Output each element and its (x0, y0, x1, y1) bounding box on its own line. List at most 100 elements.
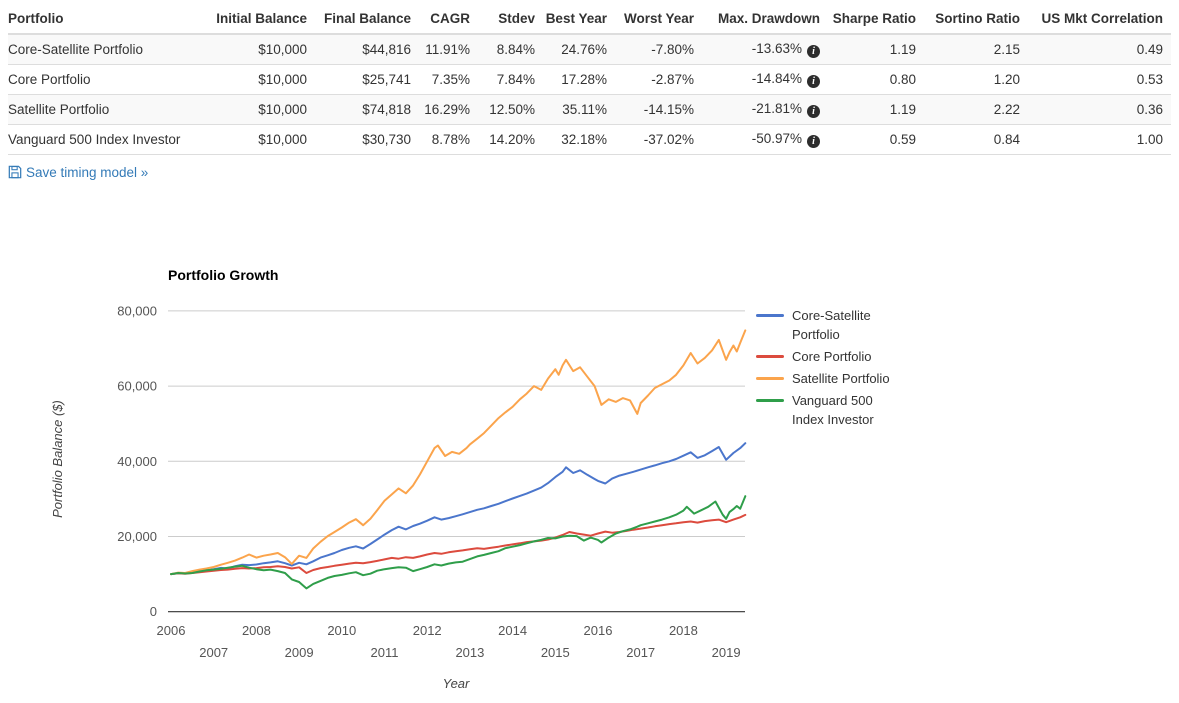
legend-item-vanguard-500-index-investor[interactable]: Vanguard 500 Index Investor (756, 391, 921, 429)
legend-item-core-portfolio[interactable]: Core Portfolio (756, 347, 921, 366)
table-cell: 1.19 (828, 94, 924, 125)
table-cell: -7.80% (615, 33, 702, 65)
table-cell: $74,818 (315, 94, 419, 125)
table-cell: -14.15% (615, 94, 702, 125)
x-tick-label: 2013 (455, 645, 484, 660)
table-cell: 0.36 (1028, 94, 1171, 125)
x-tick-label: 2016 (584, 623, 613, 638)
column-header-initial-balance: Initial Balance (208, 4, 315, 35)
legend-item-core-satellite-portfolio[interactable]: Core-Satellite Portfolio (756, 306, 921, 344)
table-cell: 11.91% (419, 33, 478, 65)
table-cell: 0.59 (828, 124, 924, 155)
table-cell: 2.15 (924, 33, 1028, 65)
table-cell: 7.84% (478, 64, 543, 95)
table-cell: Core-Satellite Portfolio (8, 33, 208, 65)
legend-swatch (756, 377, 784, 380)
series-line-vanguard-500-index-investor (170, 495, 747, 590)
table-cell: Vanguard 500 Index Investor (8, 124, 208, 155)
table-cell: 1.20 (924, 64, 1028, 95)
table-cell: 16.29% (419, 94, 478, 125)
table-cell: 1.19 (828, 33, 924, 65)
table-cell: -2.87% (615, 64, 702, 95)
table-cell: $10,000 (208, 94, 315, 125)
table-row: Core-Satellite Portfolio $10,000 $44,816 11… (8, 33, 1171, 65)
x-tick-label: 2012 (413, 623, 442, 638)
table-cell: 7.35% (419, 64, 478, 95)
table-cell: Satellite Portfolio (8, 94, 208, 125)
x-tick-label: 2014 (498, 623, 527, 638)
info-circle-icon[interactable]: i (807, 135, 820, 148)
table-cell: $10,000 (208, 33, 315, 65)
table-cell: -37.02% (615, 124, 702, 155)
column-header-best-year: Best Year (543, 4, 615, 35)
x-tick-label: 2006 (157, 623, 186, 638)
y-tick-label: 60,000 (117, 379, 157, 394)
column-header-stdev: Stdev (478, 4, 543, 35)
table-cell: $44,816 (315, 33, 419, 65)
table-cell: 2.22 (924, 94, 1028, 125)
info-circle-icon[interactable]: i (807, 45, 820, 58)
column-header-sharpe-ratio: Sharpe Ratio (828, 4, 924, 35)
table-cell: 0.84 (924, 124, 1028, 155)
series-line-satellite-portfolio (170, 329, 747, 576)
series-line-core-satellite-portfolio (170, 442, 747, 576)
column-header-sortino-ratio: Sortino Ratio (924, 4, 1028, 35)
table-cell: 8.84% (478, 33, 543, 65)
table-cell: Core Portfolio (8, 64, 208, 95)
table-cell: 0.49 (1028, 33, 1171, 65)
column-header-worst-year: Worst Year (615, 4, 702, 35)
save-timing-model-label: Save timing model » (26, 165, 149, 180)
floppy-disk-icon (8, 165, 22, 179)
save-row: Save timing model » (8, 165, 1179, 180)
table-cell: $25,741 (315, 64, 419, 95)
table-cell: 0.80 (828, 64, 924, 95)
info-circle-icon[interactable]: i (807, 75, 820, 88)
column-header-max-drawdown: Max. Drawdown (702, 4, 828, 35)
chart-title: Portfolio Growth (168, 267, 278, 283)
legend-swatch (756, 314, 784, 317)
x-tick-label: 2010 (327, 623, 356, 638)
legend-label: Satellite Portfolio (792, 371, 890, 386)
x-axis-title: Year (443, 676, 470, 691)
x-tick-label: 2009 (285, 645, 314, 660)
table-cell: 14.20% (478, 124, 543, 155)
table-cell: -13.63% i (702, 33, 828, 65)
table-cell: -50.97% i (702, 124, 828, 155)
portfolio-summary-table: Portfolio Initial Balance Final Balance CAG… (8, 4, 1171, 155)
x-tick-label: 2007 (199, 645, 228, 660)
legend-label: Core-Satellite Portfolio (792, 308, 871, 342)
table-cell: $30,730 (315, 124, 419, 155)
column-header-portfolio: Portfolio (8, 4, 208, 35)
table-cell: -14.84% i (702, 64, 828, 95)
x-tick-label: 2011 (371, 645, 399, 660)
column-header-final-balance: Final Balance (315, 4, 419, 35)
save-timing-model-link[interactable]: Save timing model » (8, 165, 148, 180)
y-axis-title: Portfolio Balance ($) (50, 400, 65, 518)
table-cell: $10,000 (208, 64, 315, 95)
table-cell: 8.78% (419, 124, 478, 155)
table-cell: 12.50% (478, 94, 543, 125)
portfolio-growth-chart: 0 20,000 40,000 60,000 80,000 2006 2007 2008 200… (50, 267, 747, 691)
x-tick-label: 2018 (669, 623, 698, 638)
table-cell: 35.11% (543, 94, 615, 125)
column-header-us-mkt-correlation: US Mkt Correlation (1028, 4, 1171, 35)
legend-label: Core Portfolio (792, 349, 872, 364)
column-header-cagr: CAGR (419, 4, 478, 35)
table-row: Vanguard 500 Index Investor $10,000 $30,73… (8, 124, 1171, 155)
table-cell: -21.81% i (702, 94, 828, 125)
chart-legend: Core-Satellite Portfolio Core Portfolio Sa… (756, 306, 921, 432)
table-cell: 32.18% (543, 124, 615, 155)
legend-item-satellite-portfolio[interactable]: Satellite Portfolio (756, 369, 921, 388)
y-tick-label: 0 (150, 604, 157, 619)
table-cell: 1.00 (1028, 124, 1171, 155)
series-line-core-portfolio (170, 513, 747, 576)
x-tick-label: 2015 (541, 645, 570, 660)
x-tick-label: 2017 (626, 645, 655, 660)
info-circle-icon[interactable]: i (807, 105, 820, 118)
table-cell: $10,000 (208, 124, 315, 155)
x-tick-label: 2008 (242, 623, 271, 638)
table-row: Satellite Portfolio $10,000 $74,818 16.29% 1… (8, 94, 1171, 125)
table-cell: 0.53 (1028, 64, 1171, 95)
x-tick-label: 2019 (712, 645, 741, 660)
table-cell: 24.76% (543, 33, 615, 65)
